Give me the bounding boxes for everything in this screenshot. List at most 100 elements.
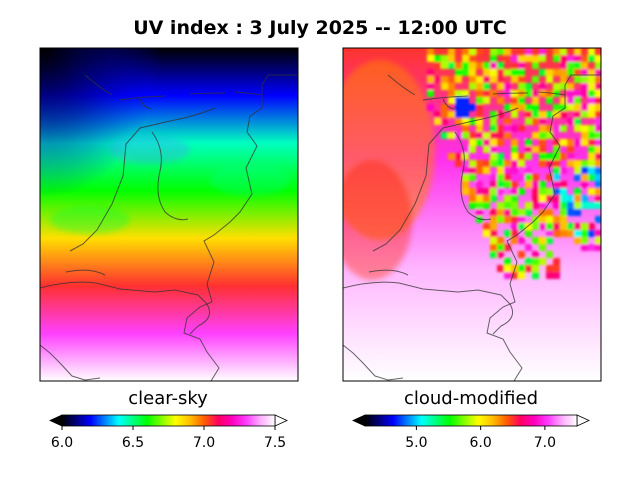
cloud-cell [490,118,497,125]
cloud-cell [581,90,588,97]
colorbar-tick-label: 7.5 [264,435,286,451]
cloud-cell [483,132,490,139]
cloud-cell [497,160,504,167]
cloud-cell [476,111,483,118]
cloud-cell [462,97,469,104]
cloud-cell [574,69,581,76]
cloud-cell [490,223,497,230]
cloud-cell [504,195,511,202]
cloud-cell [504,181,511,188]
cloud-cell [525,167,532,174]
cloud-cell [553,146,560,153]
cloud-cell [441,132,448,139]
cloud-cell [462,146,469,153]
cloud-cell [595,125,601,132]
cloud-cell [532,265,539,272]
cloud-cell [574,223,581,230]
cloud-cell [560,104,567,111]
cloud-cell [595,104,601,111]
left-colorbar: 6.0 6.5 7.0 7.5 [49,414,288,451]
cloud-cell [553,230,560,237]
cloud-cell [511,153,518,160]
cloud-cell [441,62,448,69]
cloud-cell [497,216,504,223]
cloud-cell [518,216,525,223]
cloud-cell [574,104,581,111]
cloud-cell [546,174,553,181]
cloud-cell [553,195,560,202]
cloud-cell [525,153,532,160]
cloud-cell [574,195,581,202]
cloud-cell [518,69,525,76]
cloud-cell [553,272,560,279]
cloud-cell [553,111,560,118]
cloud-cell [553,69,560,76]
cloud-cell [483,223,490,230]
cloud-cell [525,146,532,153]
cloud-cell [574,230,581,237]
cloud-cell [546,216,553,223]
cloud-cell [469,55,476,62]
cloud-cell [525,258,532,265]
cloud-cell [511,125,518,132]
colorbar-tick-label: 7.0 [193,435,215,451]
colorbar-tick-label: 6.5 [122,435,144,451]
cloud-cell [588,174,595,181]
cloud-cell [581,139,588,146]
cloud-cell [525,174,532,181]
cloud-cell [490,139,497,146]
cloud-cell [455,153,462,160]
cloud-cell [490,125,497,132]
cloud-cell [462,69,469,76]
right-colorbar: 5.0 6.0 7.0 [352,414,590,451]
cloud-cell [476,62,483,69]
cloud-cell [546,132,553,139]
cloud-cell [588,167,595,174]
cloud-cell [497,251,504,258]
cloud-cell [483,160,490,167]
cloud-cell [574,209,581,216]
cloud-cell [581,202,588,209]
cloud-cell [574,167,581,174]
cloud-cell [448,55,455,62]
cloud-cell [553,265,560,272]
cloud-cell [595,146,601,153]
cloud-cell [476,181,483,188]
cloud-cell [511,76,518,83]
cloud-cell [462,48,469,55]
cloud-cell [455,76,462,83]
cloud-cell [490,62,497,69]
cloud-cell [469,188,476,195]
cloud-cell [504,118,511,125]
cloud-cell [553,216,560,223]
cloud-cell [567,97,574,104]
cloud-cell [511,174,518,181]
cloud-cell [462,174,469,181]
cloud-cell [581,223,588,230]
cloud-cell [504,244,511,251]
colorbar-body [364,414,578,427]
cloud-cell [546,265,553,272]
cloud-cell [455,104,462,111]
cloud-cell [455,69,462,76]
colorbar-tick-label: 6.0 [51,435,73,451]
cloud-cell [490,244,497,251]
cloud-cell [490,237,497,244]
cloud-cell [553,181,560,188]
cloud-cell [553,48,560,55]
cloud-cell [525,48,532,55]
cloud-cell [553,258,560,265]
cloud-cell [476,202,483,209]
cloud-cell [574,188,581,195]
cloud-cell [560,167,567,174]
cloud-cell [539,83,546,90]
cloud-cell [476,195,483,202]
cloud-cell [588,111,595,118]
cloud-cell [595,76,601,83]
cloud-cell [462,167,469,174]
cloud-cell [588,48,595,55]
cloud-cell [560,55,567,62]
cloud-cell [490,188,497,195]
cloud-cell [532,174,539,181]
cloud-cell [511,223,518,230]
